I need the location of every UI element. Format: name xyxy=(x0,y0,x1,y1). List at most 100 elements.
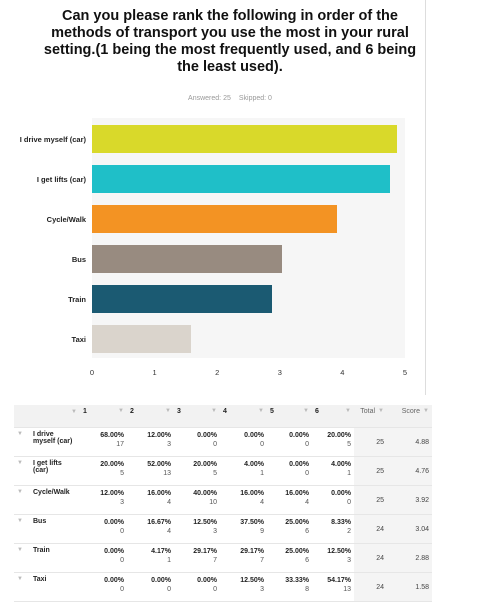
percent: 40.00% xyxy=(193,490,217,497)
column-header: 6 ▼ xyxy=(312,405,354,428)
percent: 25.00% xyxy=(285,519,309,526)
cell: 29.17% 7 xyxy=(174,543,220,573)
percent: 54.17% xyxy=(327,577,351,584)
row-label: I get lifts (car) xyxy=(30,456,80,486)
count: 9 xyxy=(260,528,264,535)
count: 0 xyxy=(213,441,217,448)
cell: 0.00% 0 xyxy=(312,485,354,515)
cell: 12.00% 3 xyxy=(127,427,174,457)
count: 1 xyxy=(347,470,351,477)
cell: 4.00% 1 xyxy=(312,456,354,486)
percent: 0.00% xyxy=(289,432,309,439)
cell: 25.00% 6 xyxy=(267,543,312,573)
cell: 16.00% 4 xyxy=(127,485,174,515)
percent: 0.00% xyxy=(104,548,124,555)
table-row: ▼ I drive myself (car) 68.00% 17 12.00% 3 0.00… xyxy=(14,427,432,457)
bar xyxy=(92,205,338,233)
category-label: I get lifts (car) xyxy=(36,174,86,184)
sort-icon: ▼ xyxy=(378,408,384,414)
total: 24 xyxy=(354,543,387,573)
column-label: Score xyxy=(401,408,421,415)
percent: 4.17% xyxy=(151,548,171,555)
bar xyxy=(92,325,191,353)
count: 13 xyxy=(163,470,171,477)
percent: 29.17% xyxy=(193,548,217,555)
table-row: ▼ I get lifts (car) 20.00% 5 52.00% 13 20.00% 5… xyxy=(14,456,432,486)
percent: 4.00% xyxy=(331,461,351,468)
bar xyxy=(92,125,398,153)
percent: 37.50% xyxy=(240,519,264,526)
percent: 16.67% xyxy=(147,519,171,526)
answered: Answered: 25 xyxy=(188,95,231,102)
cell: 0.00% 0 xyxy=(80,543,127,573)
column-label: 6 xyxy=(315,408,319,415)
table-row: ▼ Bus 0.00% 0 16.67% 4 12.50% 3 37.50% 9 25.00% 6 8.… xyxy=(14,514,432,544)
count: 3 xyxy=(260,586,264,593)
percent: 20.00% xyxy=(193,461,217,468)
percent: 0.00% xyxy=(331,490,351,497)
column-header: Score ▼ xyxy=(387,405,432,428)
count: 3 xyxy=(347,557,351,564)
column-header: 1 ▼ xyxy=(80,405,127,428)
cell: 0.00% 0 xyxy=(220,427,267,457)
cell: 0.00% 0 xyxy=(80,572,127,602)
count: 2 xyxy=(347,528,351,535)
percent: 16.00% xyxy=(285,490,309,497)
corner xyxy=(14,405,30,428)
score: 4.76 xyxy=(387,456,432,486)
cell: 54.17% 13 xyxy=(312,572,354,602)
x-tick-label: 0 xyxy=(89,368,95,377)
cell: 4.00% 1 xyxy=(220,456,267,486)
cell: 33.33% 8 xyxy=(267,572,312,602)
percent: 8.33% xyxy=(331,519,351,526)
count: 10 xyxy=(209,499,217,506)
column-header: 3 ▼ xyxy=(174,405,220,428)
count: 1 xyxy=(167,557,171,564)
column-label: 4 xyxy=(223,408,227,415)
percent: 12.50% xyxy=(193,519,217,526)
percent: 33.33% xyxy=(285,577,309,584)
category-label: I drive myself (car) xyxy=(19,134,86,144)
column-label: 3 xyxy=(177,408,181,415)
percent: 0.00% xyxy=(104,519,124,526)
sort-icon: ▼ xyxy=(258,408,264,414)
percent: 0.00% xyxy=(104,577,124,584)
divider xyxy=(425,0,426,395)
column-label: 5 xyxy=(270,408,274,415)
cell: 0.00% 0 xyxy=(267,427,312,457)
x-tick-label: 1 xyxy=(152,368,157,377)
percent: 20.00% xyxy=(100,461,124,468)
x-tick-label: 2 xyxy=(215,368,220,377)
count: 5 xyxy=(347,441,351,448)
column-header: 2 ▼ xyxy=(127,405,174,428)
cell: 8.33% 2 xyxy=(312,514,354,544)
percent: 0.00% xyxy=(197,577,217,584)
count: 0 xyxy=(305,470,309,477)
row-label: I drive myself (car) xyxy=(30,427,80,457)
percent: 0.00% xyxy=(289,461,309,468)
cell: 29.17% 7 xyxy=(220,543,267,573)
bar xyxy=(92,285,273,313)
x-tick-label: 5 xyxy=(402,368,408,377)
cell: 16.00% 4 xyxy=(220,485,267,515)
count: 3 xyxy=(213,528,217,535)
percent: 4.00% xyxy=(244,461,264,468)
score: 1.58 xyxy=(387,572,432,602)
cell: 12.50% 3 xyxy=(220,572,267,602)
table-row: ▼ Train 0.00% 0 4.17% 1 29.17% 7 29.17% 7 25.00% 6 1… xyxy=(14,543,432,573)
cell: 52.00% 13 xyxy=(127,456,174,486)
x-tick-label: 3 xyxy=(277,368,282,377)
results-table: ▼ 1 ▼ 2 ▼ 3 ▼ 4 ▼ 5 ▼ 6 ▼ Total ▼ Score ▼ ▼ I drive myself… xyxy=(14,405,432,602)
sort-icon: ▼ xyxy=(165,408,171,414)
percent: 20.00% xyxy=(327,432,351,439)
cell: 12.50% 3 xyxy=(312,543,354,573)
count: 4 xyxy=(167,499,171,506)
cell: 40.00% 10 xyxy=(174,485,220,515)
count: 0 xyxy=(213,586,217,593)
count: 8 xyxy=(305,586,309,593)
cell: 20.00% 5 xyxy=(312,427,354,457)
column-label: 1 xyxy=(83,408,87,415)
count: 13 xyxy=(343,586,351,593)
cell: 25.00% 6 xyxy=(267,514,312,544)
